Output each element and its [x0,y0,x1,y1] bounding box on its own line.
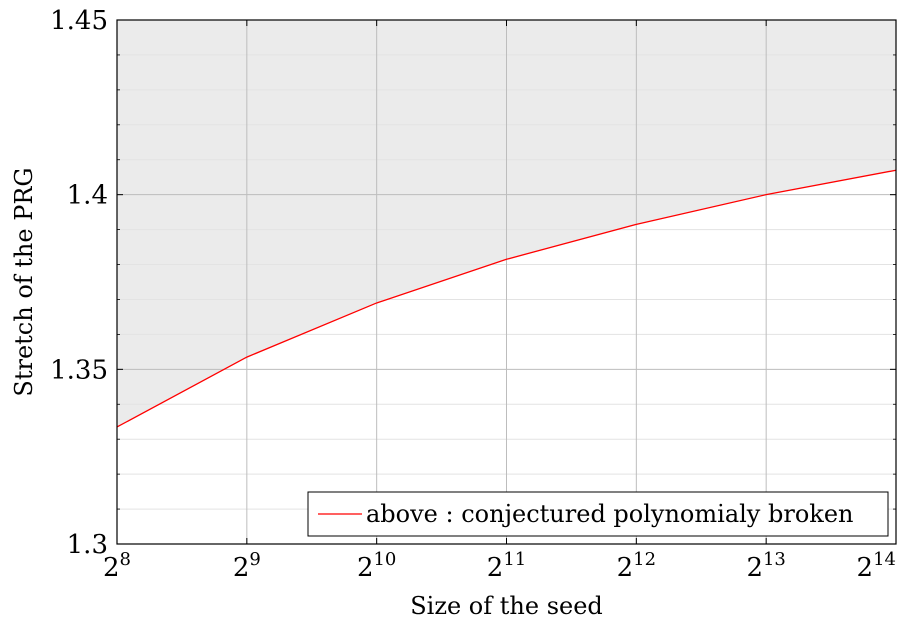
x-tick-label: 210 [357,549,396,583]
y-axis-label: Stretch of the PRG [10,167,38,396]
series-line [116,169,897,428]
x-tick-label: 29 [233,549,261,583]
legend-box [307,491,889,537]
x-tick-label: 213 [746,549,785,583]
x-tick-label: 28 [103,549,131,583]
series-layer [116,169,897,428]
x-tick-label: 212 [617,549,656,583]
y-tick-label: 1.35 [50,355,108,385]
y-tick-label: 1.45 [50,6,108,36]
y-tick-label: 1.4 [67,181,108,211]
y-tick-label: 1.3 [67,530,108,560]
legend-entry-label: above : conjectured polynomialy broken [366,500,853,528]
x-tick-label: 211 [487,549,526,583]
legend: above : conjectured polynomialy broken [307,491,889,537]
x-axis-label: Size of the seed [410,592,603,620]
x-tick-label: 214 [857,549,896,583]
tick-layer: 1.3 1.35 1.4 1.45 28 29 210 211 212 213 214 [50,6,897,583]
